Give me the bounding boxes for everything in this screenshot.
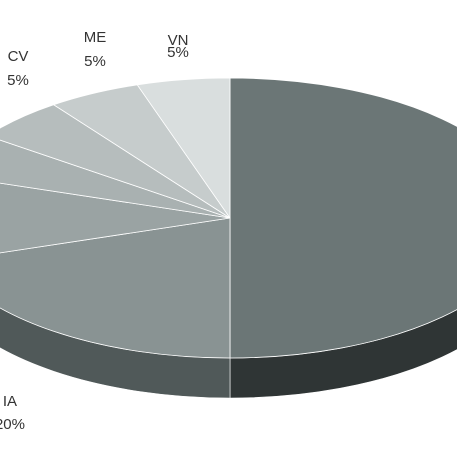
value-label: 5%: [167, 44, 189, 61]
slice: [0, 182, 231, 254]
slice-label: VN: [168, 32, 189, 49]
slice-label: CV: [8, 48, 29, 65]
slice: [136, 77, 231, 220]
slice: [229, 77, 457, 359]
slice-label: IA: [3, 393, 17, 410]
slice-label: ME: [84, 29, 107, 46]
value-label: 20%: [0, 416, 25, 433]
slice: [0, 139, 231, 219]
value-label: 5%: [84, 53, 106, 70]
slice: [0, 217, 231, 359]
value-label: 5%: [7, 72, 29, 89]
